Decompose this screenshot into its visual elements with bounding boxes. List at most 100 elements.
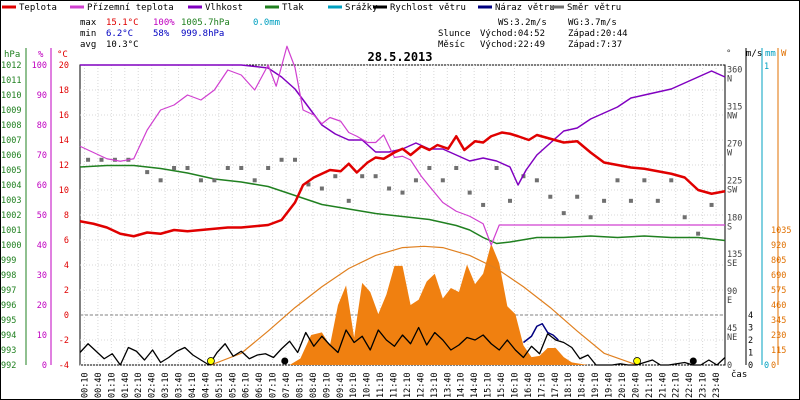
direction-tick-label: 90 <box>727 287 737 297</box>
temp-tick-label: 0 <box>64 311 69 321</box>
wind-direction-point <box>145 170 150 175</box>
sunrise-marker <box>206 357 215 365</box>
time-tick-label: 00:10 <box>80 372 90 398</box>
radiation-tick-label: 0 <box>771 361 776 371</box>
time-tick-label: 12:10 <box>403 372 413 398</box>
direction-tick-label: 45 <box>727 324 737 334</box>
humidity-line <box>80 64 726 186</box>
time-tick-label: 17:40 <box>551 372 561 398</box>
time-tick-label: 08:40 <box>309 372 319 398</box>
pressure-tick-label: 1003 <box>1 196 21 206</box>
time-tick-label: 23:10 <box>699 372 709 398</box>
wind-direction-point <box>534 178 539 183</box>
wind-speed-line <box>79 326 726 366</box>
wind-direction-point <box>266 166 271 170</box>
humidity-tick-label: 10 <box>37 331 47 341</box>
pressure-line <box>79 164 726 245</box>
time-tick-label: 02:10 <box>134 372 144 398</box>
time-tick-label: 11:10 <box>376 372 386 398</box>
moonset-marker <box>281 357 289 365</box>
pressure-tick-label: 1005 <box>1 166 21 176</box>
wind-direction-point <box>413 178 418 183</box>
pressure-tick-label: 1007 <box>1 136 21 146</box>
wind-direction-point <box>669 178 674 183</box>
pressure-tick-label: 997 <box>1 286 16 296</box>
ground-temperature-line <box>79 45 725 246</box>
temperature-line <box>79 131 726 238</box>
time-tick-label: 14:10 <box>457 372 467 398</box>
wind-direction-point <box>602 198 607 203</box>
wind-direction-point <box>696 231 701 236</box>
stats-min-temp: 6.2°C <box>106 29 133 39</box>
temp-tick-label: 20 <box>59 61 69 71</box>
pressure-tick-label: 994 <box>1 331 16 341</box>
temp-tick-label: 18 <box>59 86 69 96</box>
humidity-tick-label: 100 <box>32 61 47 71</box>
temp-tick-label: -2 <box>59 336 69 346</box>
wind-direction-point <box>225 166 230 170</box>
time-tick-label: 20:40 <box>631 372 641 398</box>
moon-rise: Východ:22:49 <box>480 40 545 50</box>
time-tick-label: 19:40 <box>605 372 615 398</box>
pressure-tick-label: 1006 <box>1 151 21 161</box>
radiation-tick-label: 920 <box>771 241 786 251</box>
radiation-unit: W <box>781 49 787 59</box>
time-tick-label: 16:40 <box>524 372 534 398</box>
wind-direction-point <box>709 202 714 207</box>
pressure-tick-label: 1008 <box>1 121 21 131</box>
wind-direction-point <box>172 166 177 170</box>
time-tick-label: 14:40 <box>470 372 480 398</box>
time-tick-label: 05:40 <box>228 372 238 398</box>
wind-direction-point <box>615 178 620 183</box>
pressure-unit: hPa <box>4 50 20 60</box>
wind-direction-point <box>454 166 459 170</box>
time-tick-label: 16:10 <box>510 372 520 398</box>
solar-radiation-area <box>289 243 588 365</box>
stats-max-humidity: 100% <box>153 18 175 28</box>
pressure-tick-label: 1009 <box>1 106 21 116</box>
direction-tick-label: 135 <box>727 250 742 260</box>
legend-label: Rychlost větru <box>390 3 466 13</box>
pressure-tick-label: 1010 <box>1 91 21 101</box>
wind-direction-point <box>198 178 203 183</box>
sun-label: Slunce <box>438 29 471 39</box>
sunset-marker <box>633 357 642 365</box>
humidity-tick-label: 80 <box>37 121 47 131</box>
direction-letter-label: E <box>727 296 732 306</box>
direction-letter-label: S <box>727 222 732 232</box>
legend-label: Přízemní teplota <box>87 3 174 13</box>
pressure-tick-label: 1001 <box>1 226 21 236</box>
speed-unit: m/s <box>746 49 762 59</box>
legend-label: Vlhkost <box>205 3 243 13</box>
wind-speed-info: WS:3.2m/s <box>498 18 547 28</box>
pressure-tick-label: 999 <box>1 256 16 266</box>
wind-direction-point <box>387 186 392 191</box>
time-tick-label: 17:10 <box>537 372 547 398</box>
stats-min-humidity: 58% <box>153 29 170 39</box>
speed-tick-label: 2 <box>748 336 753 346</box>
moon-label: Měsíc <box>438 40 465 50</box>
wind-direction-point <box>548 194 553 199</box>
legend-label: Směr větru <box>567 3 621 13</box>
time-tick-label: 03:10 <box>161 372 171 398</box>
wind-direction-point <box>158 178 163 183</box>
pressure-tick-label: 995 <box>1 316 16 326</box>
humidity-tick-label: 50 <box>37 211 47 221</box>
direction-unit: ° <box>726 49 731 59</box>
pressure-tick-label: 998 <box>1 271 16 281</box>
time-tick-label: 09:10 <box>322 372 332 398</box>
time-tick-label: 01:40 <box>121 372 131 398</box>
wind-direction-point <box>185 166 190 170</box>
time-tick-label: 04:40 <box>201 372 211 398</box>
wind-direction-point <box>655 198 660 203</box>
legend-label: Tlak <box>282 3 304 13</box>
direction-letter-label: SW <box>727 185 738 195</box>
wind-direction-point <box>467 190 472 195</box>
wind-direction-point <box>86 157 91 162</box>
pressure-tick-label: 1004 <box>1 181 21 191</box>
direction-tick-label: 180 <box>727 213 742 223</box>
direction-tick-label: 225 <box>727 176 742 186</box>
temp-tick-label: 12 <box>59 161 69 171</box>
wind-direction-point <box>494 166 499 170</box>
